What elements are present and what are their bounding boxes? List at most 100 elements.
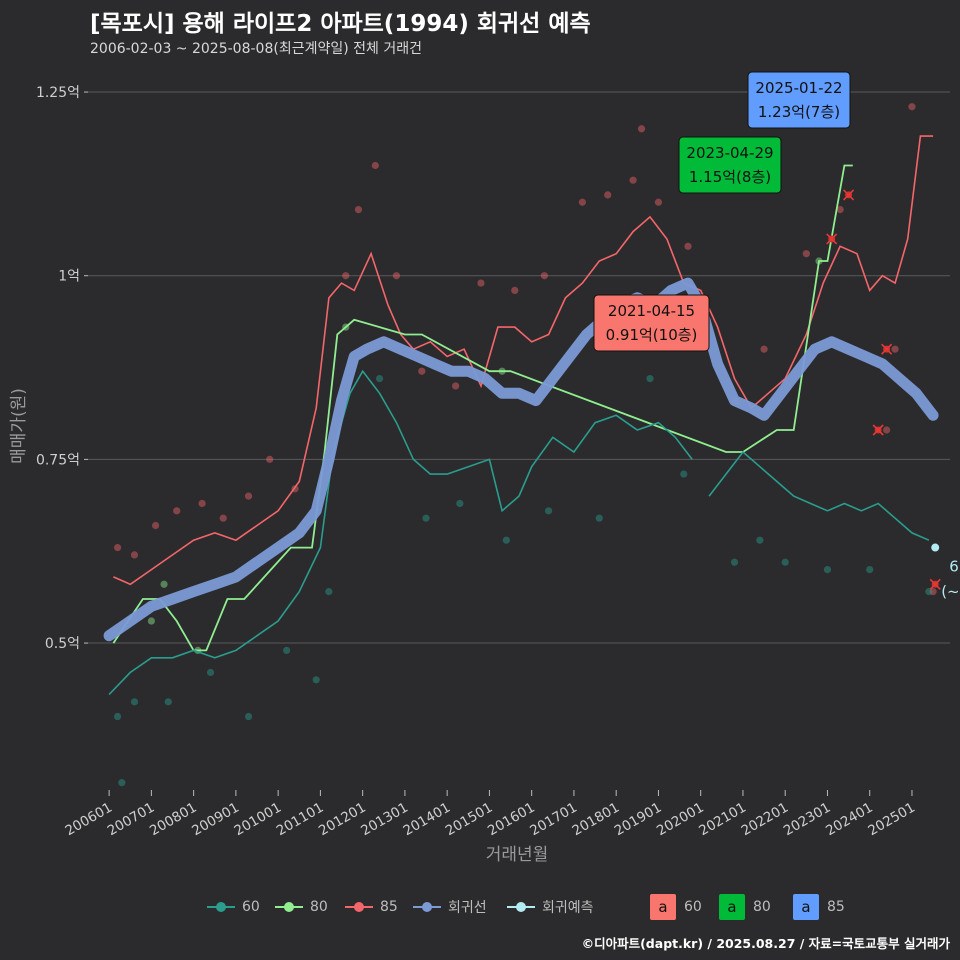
x-tick-label: 201101 [274, 800, 327, 840]
data-point-85 [760, 345, 768, 353]
annotation-box [678, 136, 782, 194]
legend-item-regression: 회귀선 [412, 893, 487, 921]
data-point-85 [908, 103, 916, 111]
legend-key-icon [345, 902, 373, 912]
data-point-60 [130, 698, 139, 706]
x-tick-label: 200601 [62, 800, 115, 840]
forecast-area-label: (~60㎡) [941, 583, 960, 601]
y-tick-label: 0.75억 [36, 452, 80, 468]
data-point-60 [118, 779, 126, 787]
data-point-60 [680, 470, 688, 478]
legend-label: 60 [242, 899, 260, 915]
chart-title: [목포시] 용해 라이프2 아파트(1994) 회귀선 예측 [90, 11, 591, 37]
data-point-60 [325, 588, 333, 596]
chart-plot: 6,300 (~60㎡) 2025-01-22 1.23억(7층) 2023-04-29… [9, 71, 960, 865]
data-point-60 [244, 712, 253, 721]
series-layer [103, 135, 942, 696]
legend-box-label: 85 [827, 899, 845, 915]
data-point-85 [198, 499, 206, 508]
data-point-60 [823, 565, 832, 574]
legend: 60 80 85 회귀선 회귀예측 a 60 a 80 a 85 [0, 893, 960, 921]
data-point-60 [422, 514, 430, 522]
annotation-box [593, 294, 710, 352]
data-point-80 [147, 617, 155, 625]
x-tick-label: 201801 [570, 800, 623, 840]
x-tick-label: 202001 [654, 800, 707, 840]
x-tick-label: 202401 [823, 800, 876, 840]
data-point-85 [891, 345, 899, 353]
data-point-60 [502, 536, 510, 544]
grid-layer [88, 91, 950, 644]
data-point-85 [219, 514, 227, 522]
legend-box-label60: a 60 [650, 893, 702, 921]
annotation-price: 1.23억(7층) [758, 103, 840, 121]
data-point-60 [206, 668, 215, 677]
data-point-85 [392, 272, 401, 280]
x-tick-label: 200701 [105, 800, 158, 840]
data-point-60 [544, 507, 553, 515]
data-point-85 [173, 507, 181, 515]
data-point-85 [684, 242, 692, 250]
x-tick-label: 202301 [781, 800, 834, 840]
annotation-box [747, 71, 851, 129]
annotation-date: 2025-01-22 [755, 79, 842, 97]
annotation-layer: 6,300 (~60㎡) 2025-01-22 1.23억(7층) 2023-04-29… [593, 71, 960, 601]
cross-marker [826, 233, 838, 245]
data-point-85 [477, 279, 485, 287]
data-point-85 [802, 250, 810, 258]
data-point-85 [578, 198, 586, 206]
x-tick-label: 200901 [189, 800, 242, 840]
cross-marker [929, 578, 941, 590]
legend-label: 85 [380, 899, 398, 915]
series-line-60b [708, 450, 930, 541]
data-point-60 [756, 536, 764, 544]
x-tick-label: 201601 [485, 800, 538, 840]
legend-label: 회귀선 [448, 900, 487, 916]
legend-item-s60: 60 [206, 893, 260, 921]
legend-box-label: 80 [753, 899, 771, 915]
legend-label: 80 [310, 899, 328, 915]
legend-key-icon [507, 902, 535, 912]
annotation-price: 1.15억(8층) [689, 168, 771, 186]
forecast-value-label: 6,300 [949, 558, 960, 576]
chart-subtitle: 2006-02-03 ~ 2025-08-08(최근계약일) 전체 거래건 [90, 41, 422, 57]
cross-marker-layer [826, 189, 941, 590]
legend-box-label85: a 85 [793, 893, 845, 921]
data-point-60 [312, 676, 320, 684]
y-tick-label: 1억 [58, 269, 80, 285]
legend-item-s85: 85 [344, 893, 398, 921]
x-tick-label: 200801 [147, 800, 200, 840]
legend-box-label80: a 80 [719, 893, 771, 921]
y-axis-title: 매매가(원) [9, 388, 29, 464]
legend-key-icon [275, 902, 303, 912]
x-tick-label: 201401 [401, 800, 454, 840]
legend-box-letter: a [650, 894, 676, 920]
data-point-85 [511, 286, 519, 295]
data-point-85 [629, 176, 637, 184]
data-point-60 [164, 698, 172, 706]
data-point-85 [654, 198, 663, 206]
legend-box-label: 60 [684, 899, 702, 915]
data-point-85 [354, 205, 363, 214]
cross-marker [881, 343, 893, 355]
data-point-85 [244, 492, 253, 500]
data-point-85 [266, 455, 274, 463]
x-tick-label: 201901 [612, 800, 665, 840]
data-point-60 [646, 374, 654, 383]
series-line-85 [113, 135, 934, 586]
cross-marker [872, 424, 884, 436]
legend-box-letter: a [719, 894, 745, 920]
annotation-date: 2021-04-15 [608, 302, 695, 320]
data-point-60 [595, 514, 603, 522]
data-point-85 [113, 543, 122, 552]
legend-key-icon [207, 902, 235, 912]
data-point-85 [637, 125, 646, 133]
data-point-85 [342, 272, 350, 280]
data-point-85 [452, 382, 460, 390]
x-tick-label: 201301 [358, 800, 411, 840]
data-point-60 [282, 646, 291, 655]
x-tick-label: 202201 [739, 800, 792, 840]
annotation-date: 2023-04-29 [686, 144, 773, 162]
axis-layer: 0.5억 0.75억 1억 1.25억 200601200701200801200901… [9, 85, 918, 865]
y-tick-label: 0.5억 [45, 636, 80, 652]
